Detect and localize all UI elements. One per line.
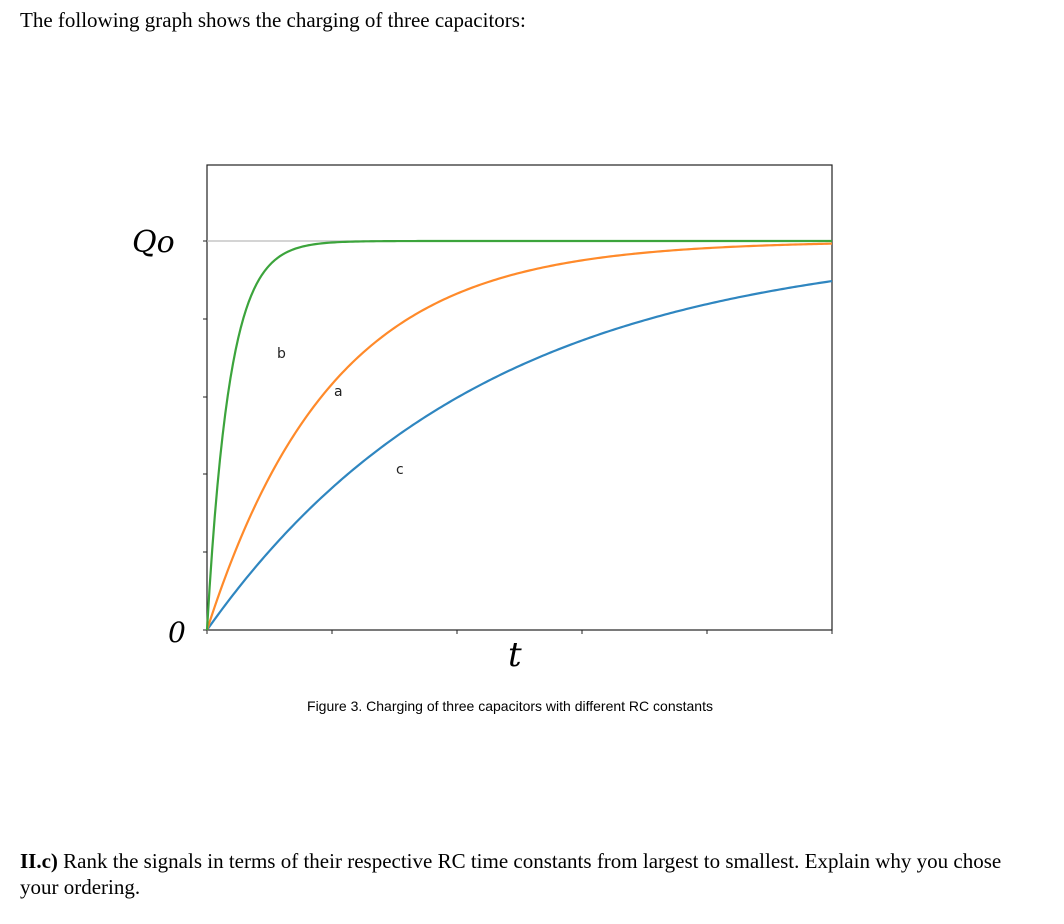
curve-label-b: b — [277, 346, 286, 362]
curve-label-c: c — [396, 462, 404, 478]
handwritten-zero-label: 0 — [168, 616, 186, 649]
intro-text: The following graph shows the charging o… — [20, 8, 526, 32]
series-line-c — [206, 279, 833, 631]
x-axis-ticks — [206, 630, 833, 634]
question-body: Rank the signals in terms of their respe… — [20, 849, 1002, 899]
question-text: II.c) Rank the signals in terms of their… — [20, 848, 1030, 900]
series-line-b — [205, 239, 832, 631]
series-line-a — [205, 242, 833, 631]
plot-frame — [206, 164, 833, 631]
handwritten-t-label: t — [508, 635, 522, 675]
question-label: II.c) — [20, 849, 58, 873]
y-axis-ticks — [203, 240, 207, 631]
curve-label-a: a — [334, 384, 343, 400]
handwritten-qo-label: Qo — [132, 225, 175, 260]
figure-caption: Figure 3. Charging of three capacitors w… — [307, 698, 713, 714]
